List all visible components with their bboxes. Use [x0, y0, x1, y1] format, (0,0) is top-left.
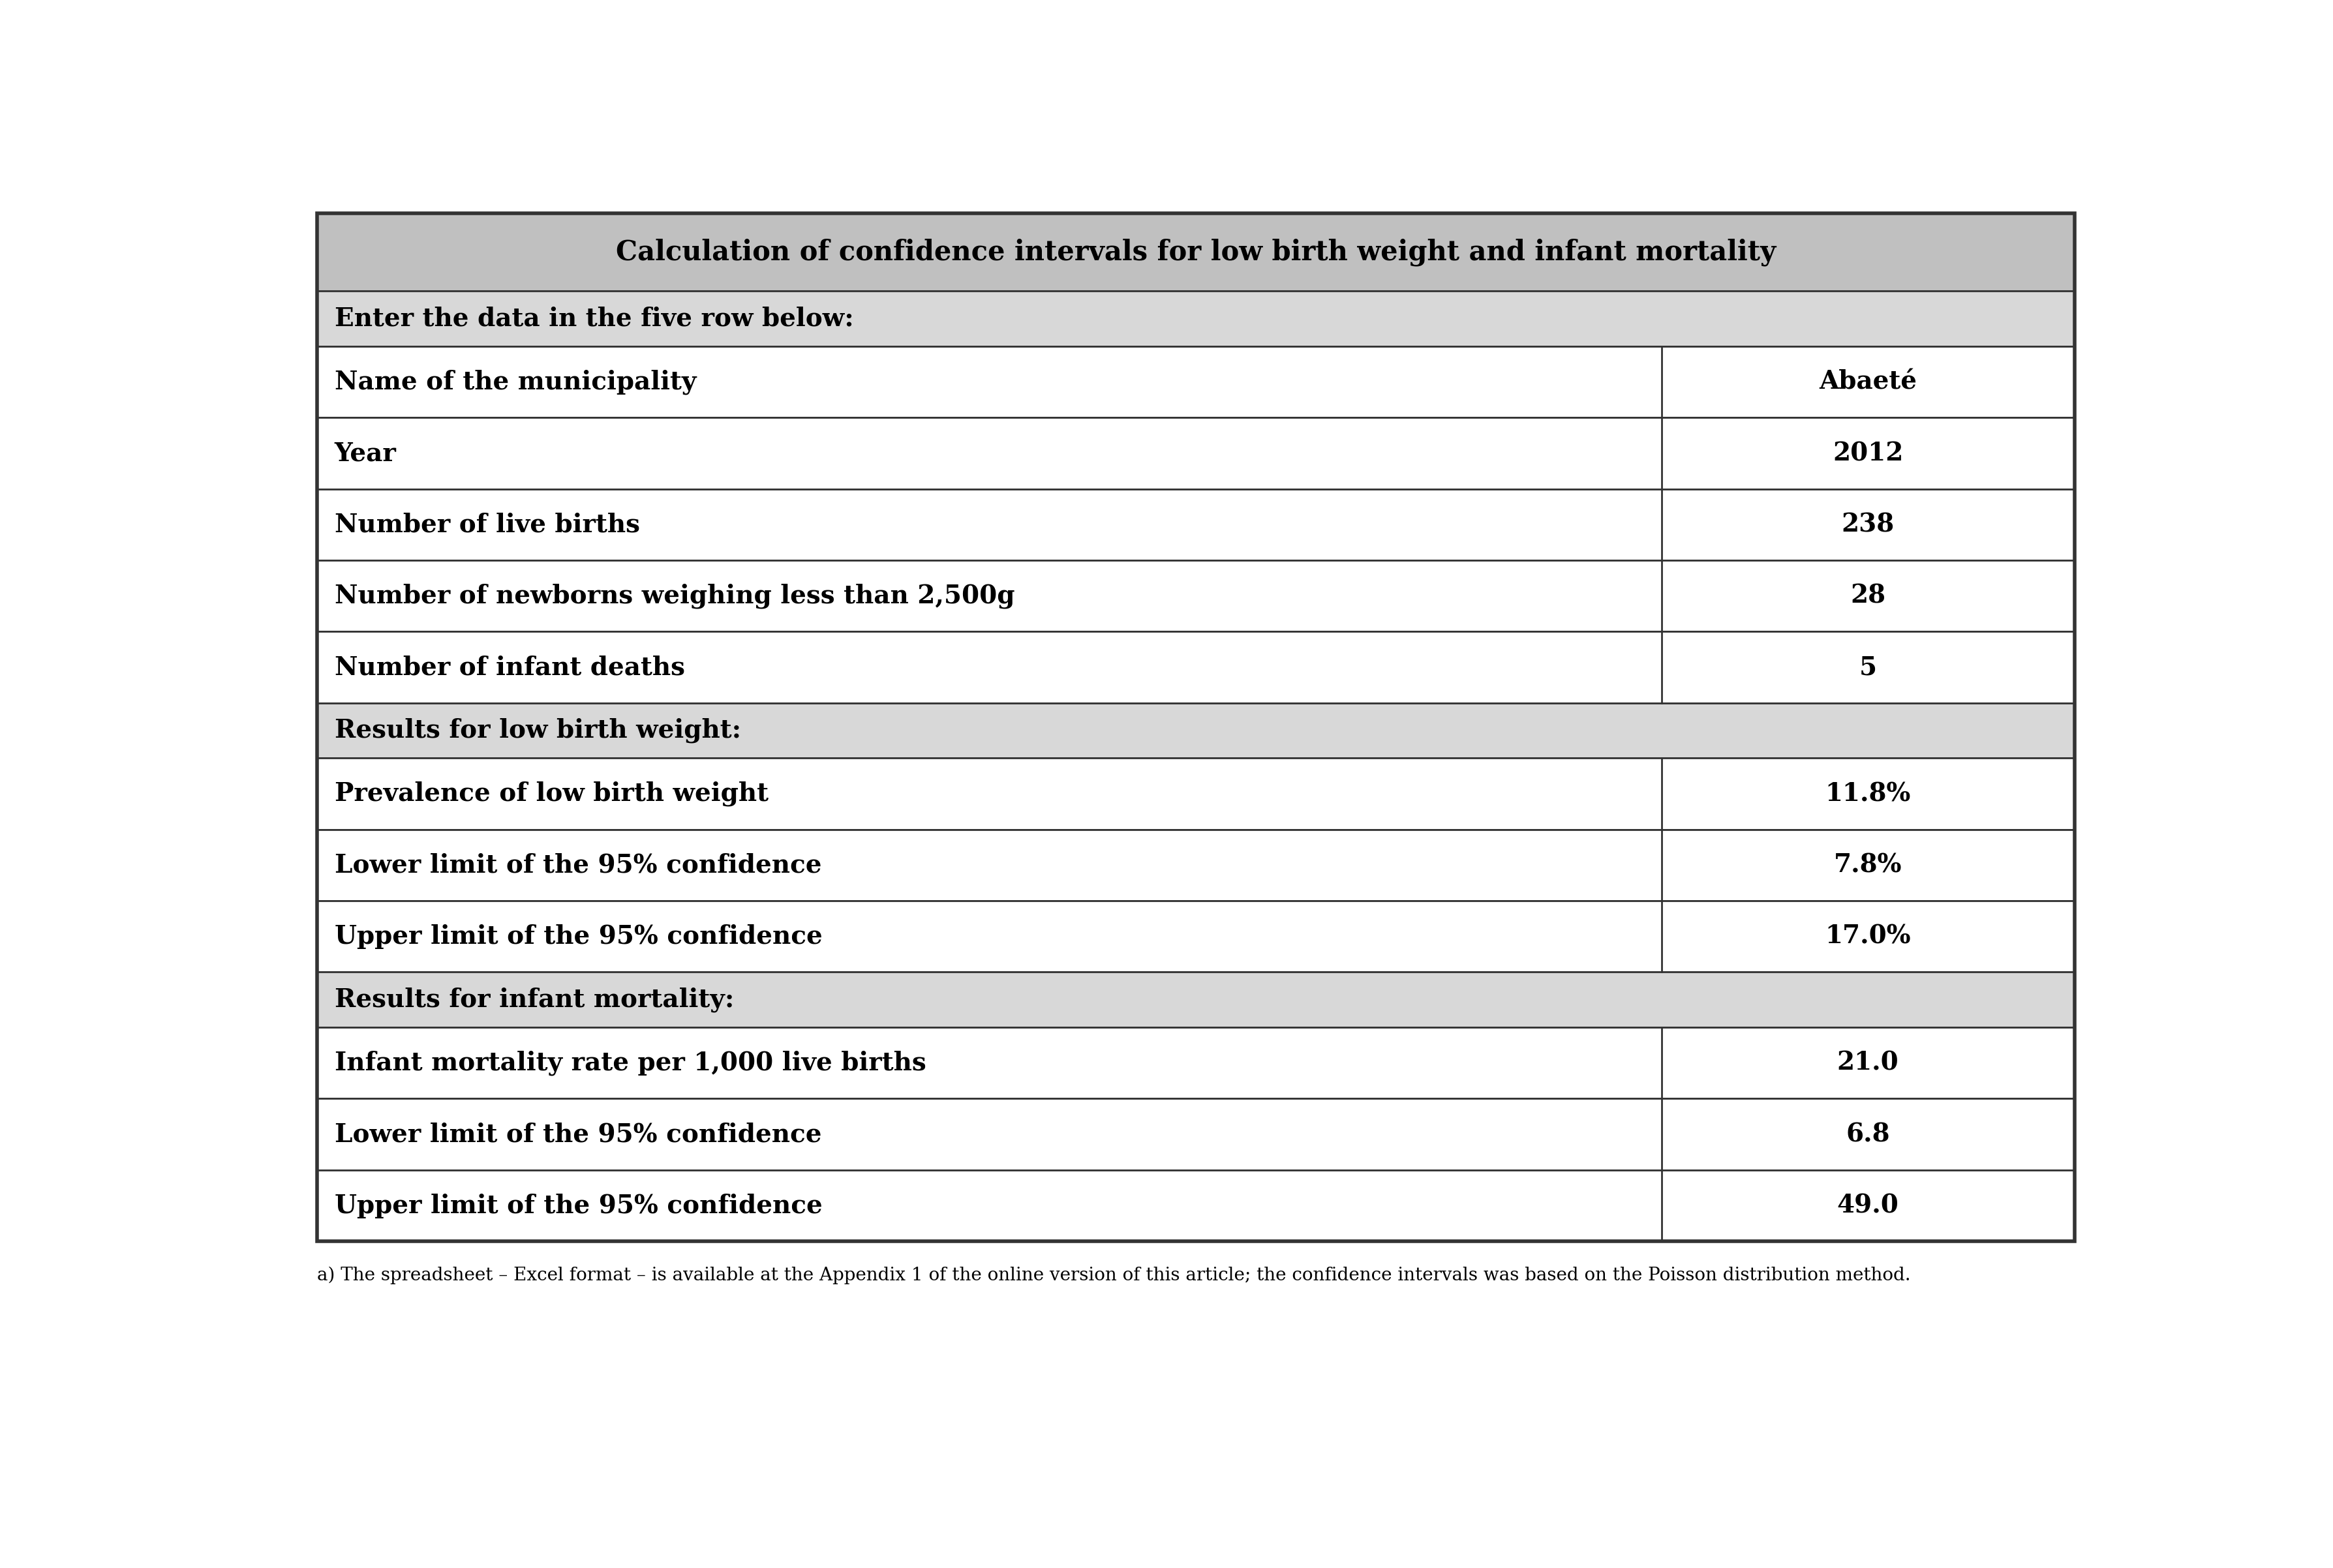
FancyBboxPatch shape: [317, 702, 2074, 759]
Text: a) The spreadsheet – Excel format – is available at the Appendix 1 of the online: a) The spreadsheet – Excel format – is a…: [317, 1267, 1911, 1284]
Text: 21.0: 21.0: [1836, 1051, 1899, 1076]
Text: 49.0: 49.0: [1836, 1193, 1899, 1218]
Text: Number of live births: Number of live births: [334, 513, 639, 538]
Text: Calculation of confidence intervals for low birth weight and infant mortality: Calculation of confidence intervals for …: [616, 238, 1775, 267]
Text: Number of infant deaths: Number of infant deaths: [334, 655, 686, 679]
FancyBboxPatch shape: [317, 417, 2074, 489]
Text: 11.8%: 11.8%: [1824, 781, 1911, 806]
FancyBboxPatch shape: [317, 759, 2074, 829]
FancyBboxPatch shape: [317, 632, 2074, 702]
FancyBboxPatch shape: [317, 972, 2074, 1027]
Text: Upper limit of the 95% confidence: Upper limit of the 95% confidence: [334, 924, 824, 949]
Text: 5: 5: [1859, 655, 1876, 679]
Text: 17.0%: 17.0%: [1824, 924, 1911, 949]
FancyBboxPatch shape: [317, 213, 2074, 292]
FancyBboxPatch shape: [317, 1099, 2074, 1170]
Text: Enter the data in the five row below:: Enter the data in the five row below:: [334, 306, 854, 331]
Text: Results for infant mortality:: Results for infant mortality:: [334, 988, 735, 1013]
FancyBboxPatch shape: [317, 829, 2074, 902]
Text: Prevalence of low birth weight: Prevalence of low birth weight: [334, 781, 768, 806]
Text: Name of the municipality: Name of the municipality: [334, 370, 695, 395]
Text: Results for low birth weight:: Results for low birth weight:: [334, 718, 742, 743]
Text: Number of newborns weighing less than 2,500g: Number of newborns weighing less than 2,…: [334, 583, 1015, 608]
Text: 238: 238: [1841, 513, 1894, 538]
FancyBboxPatch shape: [317, 292, 2074, 347]
FancyBboxPatch shape: [317, 347, 2074, 417]
FancyBboxPatch shape: [317, 560, 2074, 632]
Text: Lower limit of the 95% confidence: Lower limit of the 95% confidence: [334, 1123, 821, 1146]
Text: Year: Year: [334, 441, 397, 466]
FancyBboxPatch shape: [317, 489, 2074, 560]
Text: 7.8%: 7.8%: [1834, 853, 1901, 878]
FancyBboxPatch shape: [317, 1170, 2074, 1242]
Text: Abaeté: Abaeté: [1820, 370, 1918, 395]
FancyBboxPatch shape: [317, 902, 2074, 972]
Text: Lower limit of the 95% confidence: Lower limit of the 95% confidence: [334, 853, 821, 878]
Text: 6.8: 6.8: [1845, 1123, 1890, 1146]
Text: Upper limit of the 95% confidence: Upper limit of the 95% confidence: [334, 1193, 824, 1218]
Text: 28: 28: [1850, 583, 1885, 608]
Text: Infant mortality rate per 1,000 live births: Infant mortality rate per 1,000 live bir…: [334, 1051, 926, 1076]
Text: 2012: 2012: [1831, 441, 1904, 466]
FancyBboxPatch shape: [317, 1027, 2074, 1099]
